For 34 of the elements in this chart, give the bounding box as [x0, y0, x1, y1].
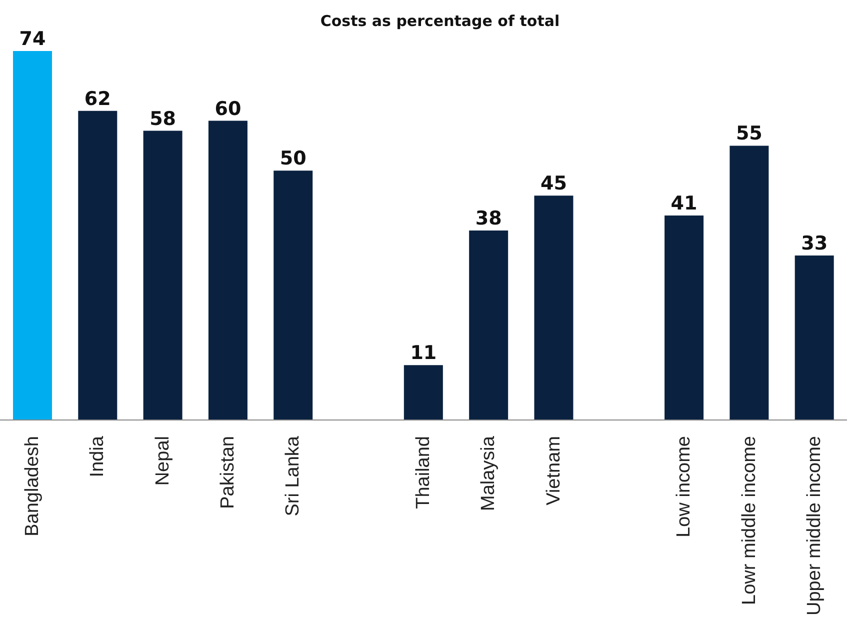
bar — [534, 196, 574, 420]
bar — [730, 146, 769, 420]
data-label: 74 — [19, 28, 46, 50]
bar — [78, 110, 118, 420]
data-label: 38 — [475, 208, 502, 230]
bar — [469, 230, 508, 420]
x-tick-label: Low income — [674, 436, 695, 538]
bar — [208, 120, 248, 420]
data-label: 50 — [280, 148, 306, 170]
x-tick-label: Pakistan — [218, 436, 239, 509]
data-label: 60 — [214, 98, 242, 120]
x-tick-label: Bangladesh — [22, 436, 44, 536]
data-label: 45 — [540, 172, 567, 195]
data-label: 58 — [150, 108, 176, 130]
bar — [404, 365, 443, 420]
data-label: 55 — [736, 122, 762, 145]
bar — [143, 130, 182, 420]
x-tick-label: Thailand — [413, 436, 434, 509]
bar — [794, 255, 834, 420]
data-label: 33 — [801, 232, 828, 254]
x-tick-label: Lowr middle income — [738, 436, 760, 605]
bar — [13, 51, 52, 420]
data-label: 41 — [670, 192, 698, 215]
x-tick-label: Malaysia — [478, 436, 500, 511]
bar — [664, 216, 704, 420]
x-tick-label: India — [87, 436, 108, 478]
data-label: 62 — [84, 88, 111, 110]
x-tick-label: Vietnam — [543, 436, 564, 506]
x-tick-label: Sri Lanka — [282, 436, 304, 516]
x-tick-label: Upper middle income — [804, 436, 825, 616]
chart-title: Costs as percentage of total — [320, 12, 560, 30]
bar — [274, 170, 313, 420]
data-label: 11 — [410, 342, 437, 364]
x-tick-label: Nepal — [152, 436, 174, 486]
